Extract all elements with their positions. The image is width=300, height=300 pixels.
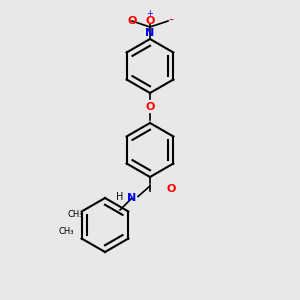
Text: O: O (127, 16, 137, 26)
Text: CH₃: CH₃ (58, 226, 74, 236)
Text: O: O (145, 101, 155, 112)
Text: CH₃: CH₃ (67, 210, 83, 219)
Text: -: - (169, 14, 173, 28)
Text: H: H (116, 191, 124, 202)
Text: N: N (146, 28, 154, 38)
Text: +: + (147, 9, 153, 18)
Text: O: O (145, 16, 155, 26)
Text: O: O (166, 184, 176, 194)
Text: N: N (128, 193, 136, 203)
